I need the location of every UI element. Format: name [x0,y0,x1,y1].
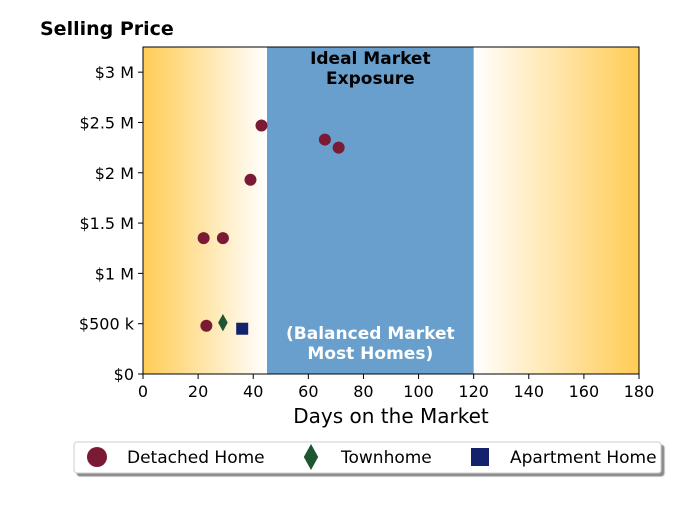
ideal-exposure-band [267,47,474,374]
background-gradient-right [473,47,639,374]
legend: Detached Home Townhome Apartment Home [73,441,662,474]
y-tick-label: $3 M [95,63,134,82]
x-tick-label: 120 [458,382,489,401]
legend-marker-diamond [303,443,319,471]
x-tick-label: 160 [569,382,600,401]
x-tick-label: 40 [243,382,263,401]
legend-entry-label: Detached Home [127,448,265,468]
data-point-diamond [218,313,228,332]
data-point-square [236,322,249,335]
data-point-circle [197,232,210,245]
data-point-circle [216,232,229,245]
plot-frame [142,46,640,375]
x-tick-label: 60 [298,382,318,401]
legend-marker-square [471,448,489,466]
chart-title: Selling Price [40,18,174,40]
x-tick-label: 20 [188,382,208,401]
data-point-circle [332,141,345,154]
y-tick-label: $1 M [95,264,134,283]
band-bottom-label-line: Most Homes) [307,344,433,364]
legend-box [73,441,662,474]
y-tick-label: $0 [114,365,134,384]
x-tick-label: 140 [514,382,545,401]
legend-marker-circle [87,447,107,467]
y-tick-label: $2.5 M [79,113,134,132]
legend-entry-label: Apartment Home [510,448,657,468]
x-tick-label: 80 [353,382,373,401]
y-tick-label: $2 M [95,164,134,183]
y-tick-label: $500 k [79,315,135,334]
data-point-circle [244,173,257,186]
data-point-circle [200,319,213,332]
band-bottom-label-line: (Balanced Market [286,324,455,344]
data-point-circle [255,119,268,132]
y-tick-label: $1.5 M [79,214,134,233]
x-tick-label: 100 [403,382,434,401]
band-top-label-line: Ideal Market [310,49,431,69]
band-top-label-line: Exposure [326,69,415,89]
data-point-circle [318,133,331,146]
legend-entry-label: Townhome [340,448,432,468]
background-gradient-left [143,47,267,374]
x-tick-label: 180 [624,382,655,401]
x-axis-label: Days on the Market [293,404,489,428]
x-tick-label: 0 [138,382,148,401]
